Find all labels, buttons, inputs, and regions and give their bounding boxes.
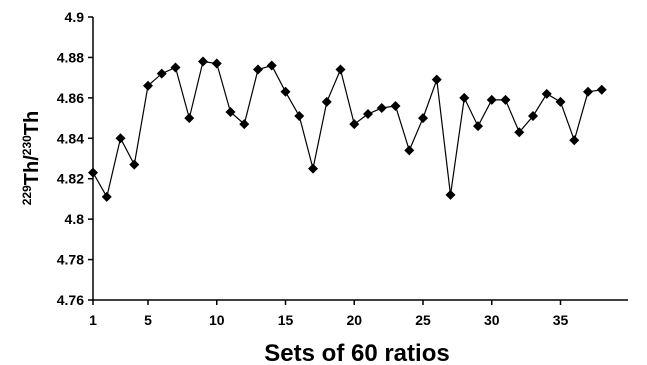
- y-axis-title-element-1: Th/: [21, 155, 43, 185]
- x-tick-label: 25: [415, 312, 431, 328]
- x-tick-label: 20: [346, 312, 362, 328]
- y-tick-label: 4.9: [65, 9, 85, 25]
- data-point: [376, 102, 387, 113]
- data-point: [486, 94, 497, 105]
- y-tick-label: 4.86: [57, 90, 84, 106]
- data-point: [308, 163, 318, 174]
- data-point: [253, 64, 263, 75]
- series: [88, 56, 607, 202]
- x-tick-label: 30: [484, 312, 500, 328]
- axes: [92, 17, 628, 301]
- y-axis-title-element-2: Th: [21, 111, 43, 135]
- data-point: [143, 80, 153, 91]
- series-line: [92, 60, 602, 199]
- y-tick-label: 4.82: [57, 171, 84, 187]
- data-point: [198, 56, 208, 67]
- x-tick-label: 1: [89, 312, 97, 328]
- data-point: [500, 94, 511, 105]
- data-point: [569, 135, 580, 146]
- x-tick-label: 10: [209, 312, 225, 328]
- data-point: [170, 62, 181, 73]
- data-point: [88, 167, 98, 178]
- data-point: [583, 86, 593, 97]
- data-point: [294, 111, 305, 122]
- data-point: [390, 100, 401, 111]
- data-point: [363, 109, 373, 120]
- y-axis-title-mass-2: 230: [20, 135, 34, 155]
- y-axis-title-mass-1: 229: [20, 185, 34, 205]
- data-point: [596, 84, 607, 95]
- data-point: [404, 145, 415, 156]
- y-ticks: 4.76 4.78 4.8 4.82 4.84 4.86 4.88 4.9: [57, 9, 93, 308]
- y-tick-label: 4.78: [57, 252, 84, 268]
- data-point: [541, 88, 552, 99]
- data-point: [211, 58, 222, 69]
- data-point: [115, 133, 126, 144]
- y-tick-label: 4.8: [65, 211, 85, 227]
- data-point: [528, 111, 538, 122]
- data-point: [280, 86, 291, 97]
- data-point: [459, 92, 470, 103]
- data-point: [473, 121, 483, 132]
- y-axis-title: 229Th/230Th: [20, 111, 43, 206]
- data-point: [239, 119, 250, 130]
- data-point: [321, 96, 332, 107]
- data-point: [184, 113, 195, 124]
- data-point: [335, 64, 346, 75]
- x-tick-label: 5: [144, 312, 152, 328]
- y-tick-label: 4.76: [57, 292, 84, 308]
- x-tick-label: 15: [278, 312, 294, 328]
- data-point: [225, 107, 236, 118]
- data-point: [266, 60, 277, 71]
- data-point: [555, 96, 566, 107]
- y-tick-label: 4.84: [57, 130, 84, 146]
- data-point: [431, 74, 442, 85]
- data-point: [101, 191, 112, 202]
- data-point: [514, 127, 525, 138]
- data-point: [349, 119, 360, 130]
- data-point: [445, 189, 456, 200]
- y-tick-label: 4.88: [57, 49, 84, 65]
- data-point: [418, 113, 428, 124]
- data-point: [129, 159, 140, 170]
- x-ticks: 1 5 10 15 20 25 30 35: [89, 300, 568, 328]
- x-tick-label: 35: [553, 312, 569, 328]
- data-point: [156, 68, 167, 79]
- x-axis-title: Sets of 60 ratios: [264, 340, 449, 365]
